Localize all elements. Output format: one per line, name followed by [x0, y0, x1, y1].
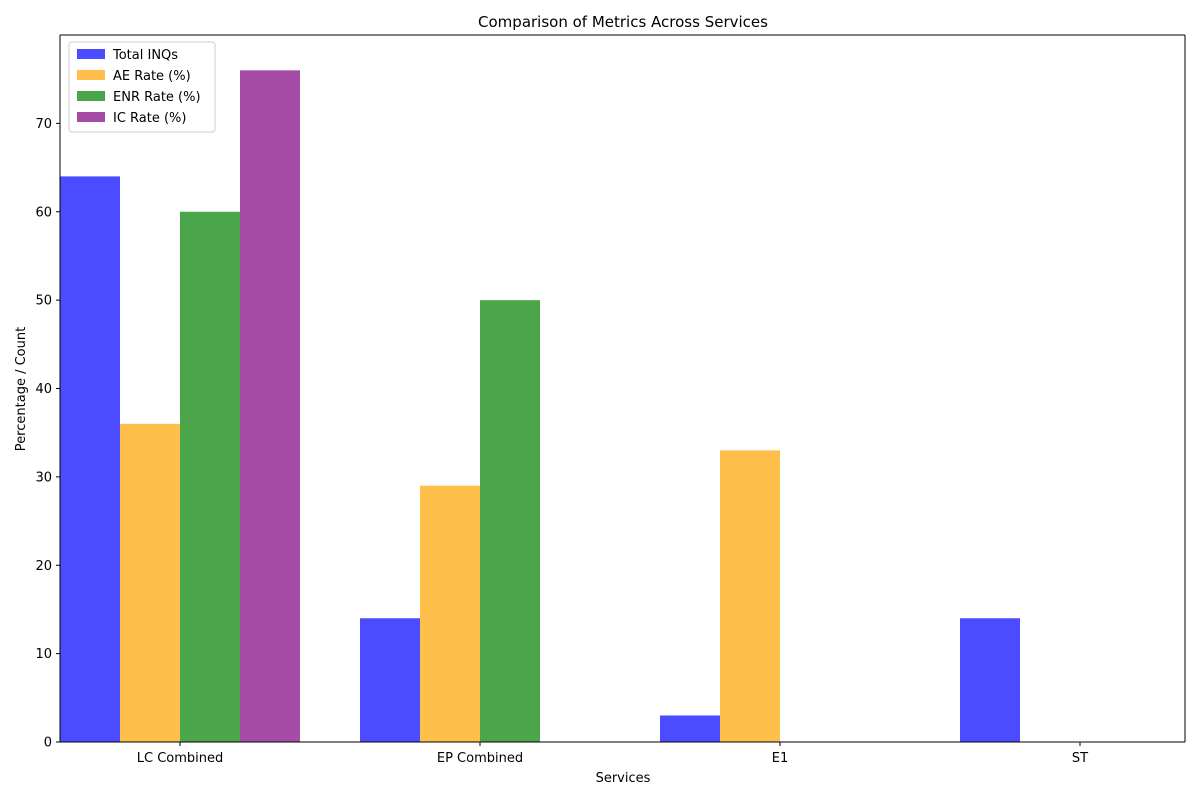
y-tick-label: 60: [35, 205, 52, 220]
y-tick-label: 70: [35, 117, 52, 132]
bar-ic-rate-lc-combined: [240, 70, 300, 743]
y-tick-label: 20: [35, 559, 52, 574]
y-axis-label: Percentage / Count: [14, 327, 29, 451]
bar-total-inqs-ep-combined: [360, 618, 420, 742]
x-tick-label-ep-combined: EP Combined: [437, 751, 523, 766]
legend-label-total-inqs: Total INQs: [112, 48, 178, 63]
y-tick-label: 30: [35, 470, 52, 485]
legend-label-enr-rate: ENR Rate (%): [113, 90, 201, 105]
y-tick-label: 50: [35, 294, 52, 309]
chart-title: Comparison of Metrics Across Services: [478, 13, 768, 31]
plot-area: 0 10 20 30 40 50 60 70 LC Combined EP Combined E1 S…: [35, 34, 1186, 766]
legend-swatch-enr-rate: [77, 91, 105, 101]
legend-label-ae-rate: AE Rate (%): [113, 69, 191, 84]
bar-ae-rate-lc-combined: [120, 423, 180, 742]
bar-total-inqs-st: [960, 618, 1020, 742]
y-tick-label: 10: [35, 647, 52, 662]
legend-box: [68, 41, 216, 133]
x-tick-label-e1: E1: [772, 751, 789, 766]
legend-swatch-total-inqs: [77, 49, 105, 59]
bar-total-inqs-lc-combined: [60, 176, 120, 742]
bar-ae-rate-ep-combined: [420, 485, 480, 742]
x-tick-label-st: ST: [1072, 751, 1088, 766]
x-tick-label-lc-combined: LC Combined: [137, 751, 224, 766]
x-axis-label: Services: [596, 771, 651, 786]
bar-enr-rate-lc-combined: [180, 211, 240, 742]
legend-swatch-ic-rate: [77, 112, 105, 122]
bar-total-inqs-e1: [660, 715, 720, 742]
y-tick-label: 40: [35, 382, 52, 397]
legend-label-ic-rate: IC Rate (%): [113, 111, 186, 126]
bar-enr-rate-ep-combined: [480, 300, 540, 743]
y-tick-label: 0: [44, 736, 52, 751]
legend-swatch-ae-rate: [77, 70, 105, 80]
bar-ae-rate-e1: [720, 450, 780, 742]
